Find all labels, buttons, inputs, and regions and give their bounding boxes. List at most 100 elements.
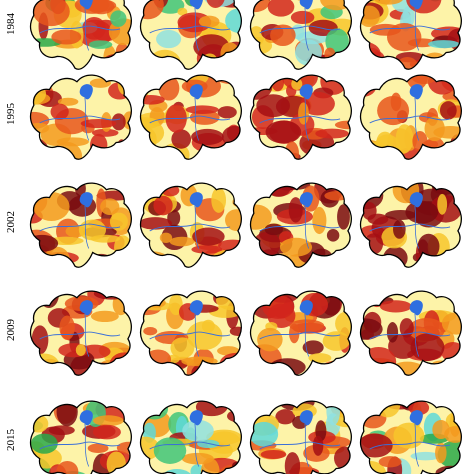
map-patch bbox=[253, 231, 281, 257]
map-patch bbox=[399, 318, 414, 338]
map-patch bbox=[250, 204, 272, 230]
map-patch bbox=[377, 95, 410, 126]
map-patch bbox=[48, 425, 75, 436]
river bbox=[304, 423, 310, 467]
map-patch bbox=[250, 421, 279, 447]
map-panel bbox=[359, 290, 462, 376]
map-patch bbox=[290, 10, 315, 24]
map-fill bbox=[360, 183, 462, 268]
map-panel bbox=[139, 0, 242, 70]
map-patch bbox=[140, 0, 164, 20]
river bbox=[414, 313, 420, 357]
river bbox=[369, 331, 451, 340]
map-patch bbox=[93, 291, 130, 300]
map-patch bbox=[153, 437, 187, 464]
map-patch bbox=[219, 352, 242, 375]
row-label: 2002 bbox=[5, 211, 17, 233]
map-panel bbox=[139, 74, 242, 160]
lake bbox=[79, 300, 93, 316]
map-patch bbox=[30, 45, 42, 70]
map-patch bbox=[140, 95, 165, 105]
map-patch bbox=[38, 291, 59, 309]
river bbox=[369, 25, 451, 34]
map-patch bbox=[383, 246, 408, 268]
map-panel bbox=[249, 182, 352, 268]
map-fill bbox=[250, 401, 352, 474]
map-patch bbox=[288, 197, 303, 223]
map-patch bbox=[205, 57, 229, 70]
row-label: 2009 bbox=[5, 319, 17, 342]
lake bbox=[189, 0, 203, 10]
map-panel bbox=[29, 290, 132, 376]
lake bbox=[189, 192, 203, 208]
map-patch bbox=[109, 212, 128, 231]
lake bbox=[189, 84, 203, 100]
map-patch bbox=[311, 256, 332, 268]
river bbox=[259, 115, 341, 124]
map-patch bbox=[373, 0, 404, 5]
map-patch bbox=[156, 29, 182, 49]
river bbox=[149, 331, 231, 340]
river bbox=[84, 423, 90, 467]
map-patch bbox=[432, 420, 450, 440]
map-patch bbox=[57, 97, 79, 106]
map-patch bbox=[312, 58, 341, 70]
map-patch bbox=[360, 346, 397, 376]
map-patch bbox=[227, 409, 242, 423]
river bbox=[369, 223, 451, 232]
map-fill bbox=[140, 183, 242, 268]
map-patch bbox=[140, 436, 160, 461]
river bbox=[369, 441, 451, 450]
map-patch bbox=[112, 292, 129, 316]
map-patch bbox=[225, 209, 242, 231]
river bbox=[39, 223, 121, 232]
map-patch bbox=[206, 0, 225, 9]
map-fill bbox=[140, 0, 242, 70]
map-patch bbox=[378, 456, 402, 468]
lake bbox=[409, 192, 423, 208]
map-patch bbox=[225, 61, 242, 70]
map-panel bbox=[359, 182, 462, 268]
map-fill bbox=[250, 75, 352, 160]
river bbox=[149, 115, 231, 124]
map-patch bbox=[153, 195, 173, 216]
map-panel bbox=[29, 182, 132, 268]
map-patch bbox=[308, 353, 332, 363]
map-patch bbox=[30, 353, 60, 376]
map-fill bbox=[140, 291, 242, 376]
map-patch bbox=[265, 120, 302, 144]
map-patch bbox=[396, 57, 419, 70]
map-patch bbox=[431, 360, 450, 370]
map-patch bbox=[51, 29, 82, 45]
map-patch bbox=[140, 401, 154, 417]
map-panel bbox=[29, 74, 132, 160]
map-patch bbox=[360, 5, 380, 28]
map-patch bbox=[185, 105, 219, 115]
map-patch bbox=[257, 327, 283, 352]
map-patch bbox=[437, 440, 462, 469]
river bbox=[39, 25, 121, 34]
map-patch bbox=[269, 358, 306, 376]
map-patch bbox=[33, 192, 70, 221]
map-patch bbox=[30, 81, 39, 91]
map-patch bbox=[289, 323, 300, 344]
map-patch bbox=[182, 419, 214, 442]
map-patch bbox=[262, 295, 295, 319]
lake bbox=[79, 192, 93, 208]
map-patch bbox=[59, 315, 75, 340]
map-patch bbox=[50, 103, 69, 120]
map-panel bbox=[139, 290, 242, 376]
river bbox=[414, 423, 420, 467]
map-fill bbox=[30, 291, 132, 376]
lake bbox=[409, 0, 423, 10]
map-patch bbox=[75, 344, 86, 356]
map-patch bbox=[272, 147, 287, 160]
lake bbox=[79, 0, 93, 10]
map-patch bbox=[410, 451, 441, 461]
map-patch bbox=[437, 193, 448, 215]
map-patch bbox=[100, 198, 120, 215]
map-patch bbox=[324, 190, 350, 201]
map-patch bbox=[30, 463, 41, 474]
river bbox=[194, 97, 200, 141]
map-patch bbox=[82, 16, 106, 40]
